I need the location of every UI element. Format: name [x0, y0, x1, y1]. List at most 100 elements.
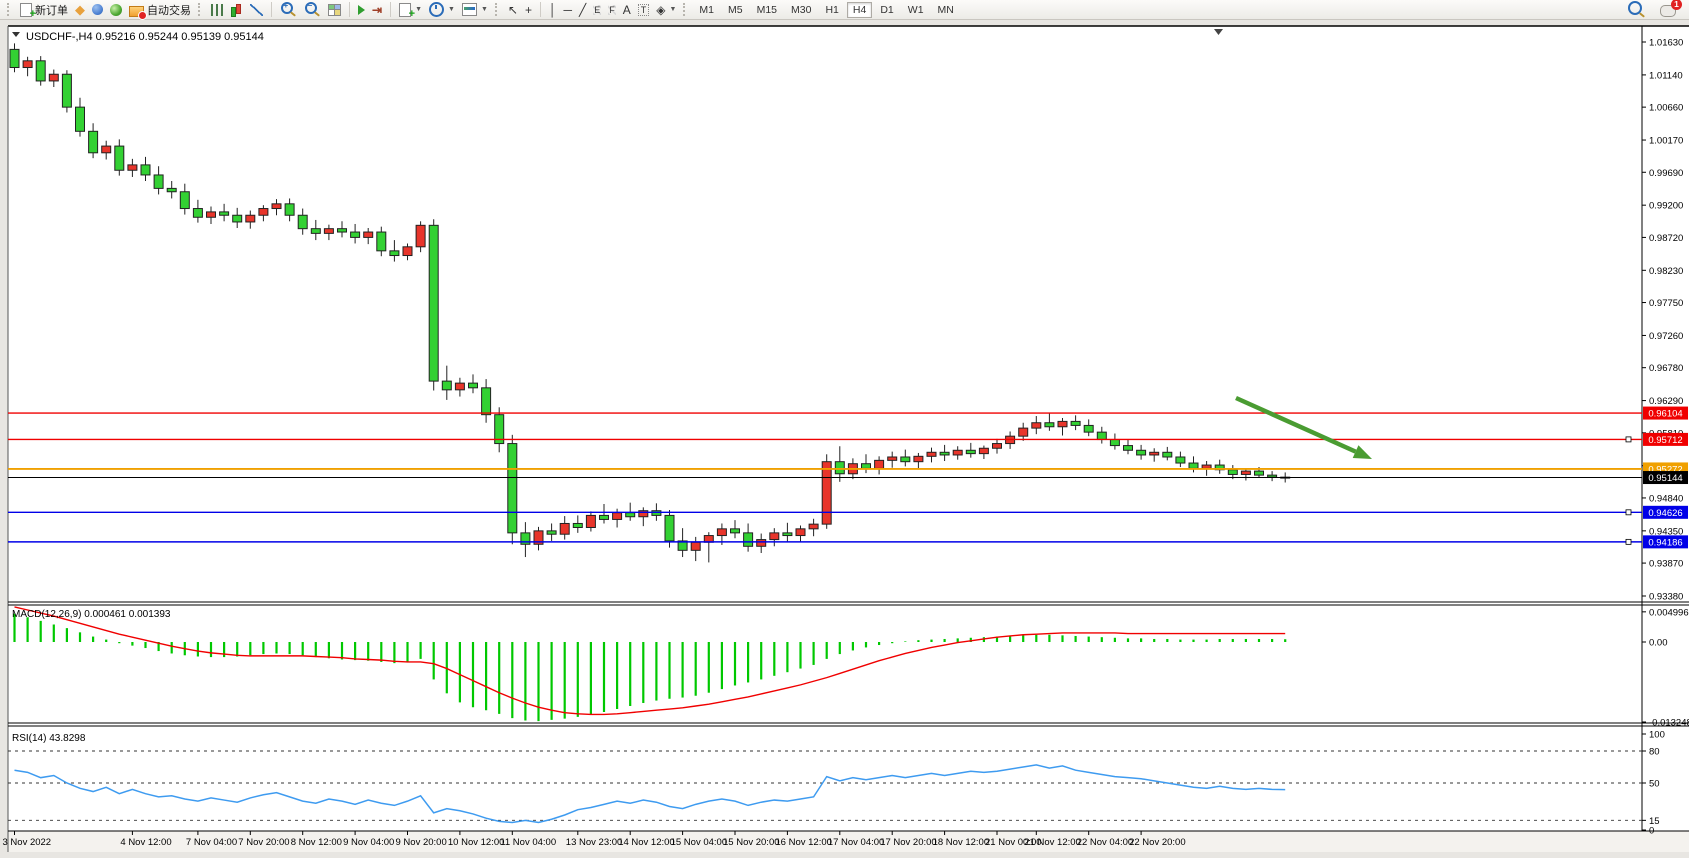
candle-body [350, 231, 361, 238]
candle-body [337, 228, 347, 233]
timeframe-m1[interactable]: M1 [693, 2, 720, 18]
trend-arrow-head[interactable] [1352, 445, 1372, 459]
trendline-button[interactable]: ╱ [576, 1, 589, 19]
new-order-button[interactable]: + 新订单 [17, 1, 71, 19]
macd-indicator [13, 606, 1287, 722]
timeframe-m15[interactable]: M15 [751, 2, 783, 18]
price-tick-label: 0.94840 [1649, 493, 1683, 504]
price-tick-label: 0.97260 [1649, 331, 1683, 342]
text-label-button[interactable]: T [635, 1, 653, 19]
price-tick-label: 0.96780 [1649, 363, 1683, 374]
crosshair-button[interactable]: + [522, 1, 535, 19]
chart-shift-marker[interactable] [1214, 29, 1223, 35]
candle-body [952, 449, 963, 456]
candle-body [638, 510, 649, 518]
bar-chart-button[interactable] [208, 1, 226, 19]
toolbar-grip[interactable] [7, 3, 13, 16]
text-button[interactable]: A [620, 1, 634, 19]
candle-body [310, 228, 321, 234]
timeframe-w1[interactable]: W1 [902, 2, 930, 18]
candle-body [1083, 424, 1094, 433]
chevron-down-icon: ▼ [415, 6, 422, 13]
periods-button[interactable]: ▼ [426, 1, 458, 19]
candle-body [939, 451, 950, 456]
timeframe-m5[interactable]: M5 [722, 2, 749, 18]
indicators-button[interactable]: + ▼ [396, 1, 425, 19]
templates-button[interactable]: ▼ [459, 1, 491, 19]
candle-body [861, 463, 871, 469]
candle-body [677, 540, 688, 551]
candle-body [245, 214, 256, 223]
symbol-dropdown-icon[interactable] [12, 32, 20, 37]
line-chart-button[interactable] [247, 1, 266, 19]
arrows-icon: ◈ [656, 2, 666, 17]
toolbar-grip[interactable] [198, 3, 204, 16]
candle-body [599, 514, 609, 520]
candle-body [926, 451, 937, 457]
time-axis-label: 15 Nov 04:00 [671, 837, 728, 848]
candle-body [297, 214, 308, 230]
price-tag-label: 0.95144 [1648, 473, 1682, 484]
community-button[interactable] [89, 1, 106, 19]
cursor-button[interactable]: ↖ [505, 1, 521, 19]
toolbar-grip[interactable] [683, 3, 689, 16]
candle-body [559, 522, 570, 535]
zoom-in-button[interactable]: + [277, 1, 300, 19]
market-depth-icon: ◆ [75, 1, 85, 17]
arrows-button[interactable]: ◈ ▼ [653, 1, 679, 19]
time-axis-strip [8, 831, 1689, 852]
level-handle[interactable] [1625, 436, 1632, 443]
candlestick-chart-button[interactable] [227, 1, 246, 19]
crosshair-icon: + [524, 2, 532, 17]
candle-body [1109, 439, 1120, 447]
candle-body [1123, 445, 1133, 451]
candle-body [114, 145, 125, 171]
autotrading-button[interactable]: 自动交易 [126, 1, 194, 20]
signals-button[interactable] [107, 1, 125, 19]
vertical-line-button[interactable]: │ [546, 1, 560, 19]
auto-scroll-button[interactable] [355, 1, 368, 19]
zoom-out-button[interactable]: − [301, 1, 324, 19]
time-axis-label: 10 Nov 12:00 [448, 837, 505, 848]
timeframe-m30[interactable]: M30 [785, 2, 817, 18]
search-button[interactable] [1624, 1, 1649, 19]
chat-button[interactable]: 1 [1657, 0, 1682, 19]
time-axis-label: 4 Nov 12:00 [120, 837, 171, 848]
timeframe-h4[interactable]: H4 [846, 1, 873, 18]
market-depth-button[interactable]: ◆ [72, 1, 88, 19]
trend-arrow-line[interactable] [1235, 395, 1357, 454]
main-toolbar: + 新订单 ◆ 自动交易 + − ⇥ + ▼ ▼ ▼ ↖ + │ ─ ╱ E F … [0, 0, 1689, 20]
price-tick-label: 0.98720 [1649, 233, 1683, 244]
candle-body [612, 512, 623, 520]
timeframe-mn[interactable]: MN [932, 2, 960, 18]
rsi-label: RSI(14) 43.8298 [12, 733, 86, 744]
level-handle[interactable] [1625, 538, 1632, 545]
candle-body [625, 512, 636, 518]
candle-body [48, 73, 59, 82]
timeframe-d1[interactable]: D1 [874, 2, 899, 18]
level-handle[interactable] [1625, 509, 1632, 516]
chart-shift-button[interactable]: ⇥ [369, 1, 385, 19]
toolbar-grip[interactable] [494, 3, 501, 16]
price-tick-label: 0.97750 [1649, 298, 1683, 309]
search-icon [1628, 1, 1642, 15]
macd-label: MACD(12,26,9) 0.000461 0.001393 [12, 609, 171, 620]
price-tick-label: 1.01630 [1649, 38, 1683, 49]
candle-body [1240, 470, 1251, 475]
cursor-icon: ↖ [507, 2, 518, 17]
candle-body [232, 214, 243, 223]
vertical-line-icon: │ [548, 2, 557, 17]
horizontal-line-button[interactable]: ─ [560, 1, 575, 19]
horizontal-line-icon: ─ [563, 2, 572, 17]
fibonacci-button[interactable]: F [605, 1, 619, 19]
timeframe-h1[interactable]: H1 [819, 2, 844, 18]
price-tag-label: 0.94626 [1648, 508, 1682, 519]
channel-button[interactable]: E [590, 1, 604, 19]
auto-scroll-icon [358, 4, 365, 15]
price-tick-label: 0.96290 [1649, 396, 1683, 407]
candle-body [769, 532, 780, 541]
tile-windows-button[interactable] [325, 1, 344, 19]
rsi-tick-label: 15 [1649, 816, 1660, 827]
candle-body [494, 414, 505, 445]
